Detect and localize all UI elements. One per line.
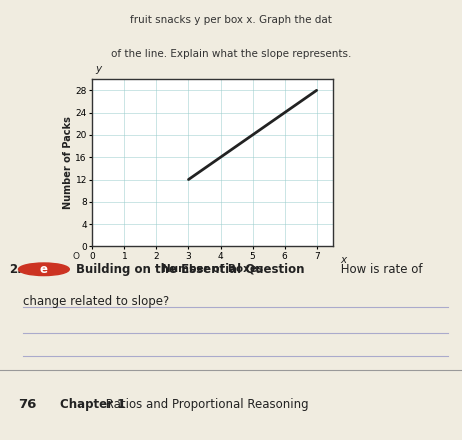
X-axis label: Number of Boxes: Number of Boxes xyxy=(162,264,263,274)
Text: 2.: 2. xyxy=(9,263,22,276)
Text: Building on the Essential Question: Building on the Essential Question xyxy=(76,263,305,276)
Text: 76: 76 xyxy=(18,398,37,411)
Text: change related to slope?: change related to slope? xyxy=(23,295,170,308)
Text: fruit snacks y per box x. Graph the dat: fruit snacks y per box x. Graph the dat xyxy=(130,15,332,25)
Text: Chapter 1: Chapter 1 xyxy=(60,398,125,411)
Text: of the line. Explain what the slope represents.: of the line. Explain what the slope repr… xyxy=(111,48,351,59)
Text: Ratios and Proportional Reasoning: Ratios and Proportional Reasoning xyxy=(102,398,308,411)
Text: x: x xyxy=(340,255,346,265)
Y-axis label: Number of Packs: Number of Packs xyxy=(62,116,73,209)
Text: y: y xyxy=(95,64,101,74)
Circle shape xyxy=(18,263,69,275)
Text: How is rate of: How is rate of xyxy=(337,263,423,276)
Text: e: e xyxy=(40,263,48,276)
Text: O: O xyxy=(73,252,80,261)
